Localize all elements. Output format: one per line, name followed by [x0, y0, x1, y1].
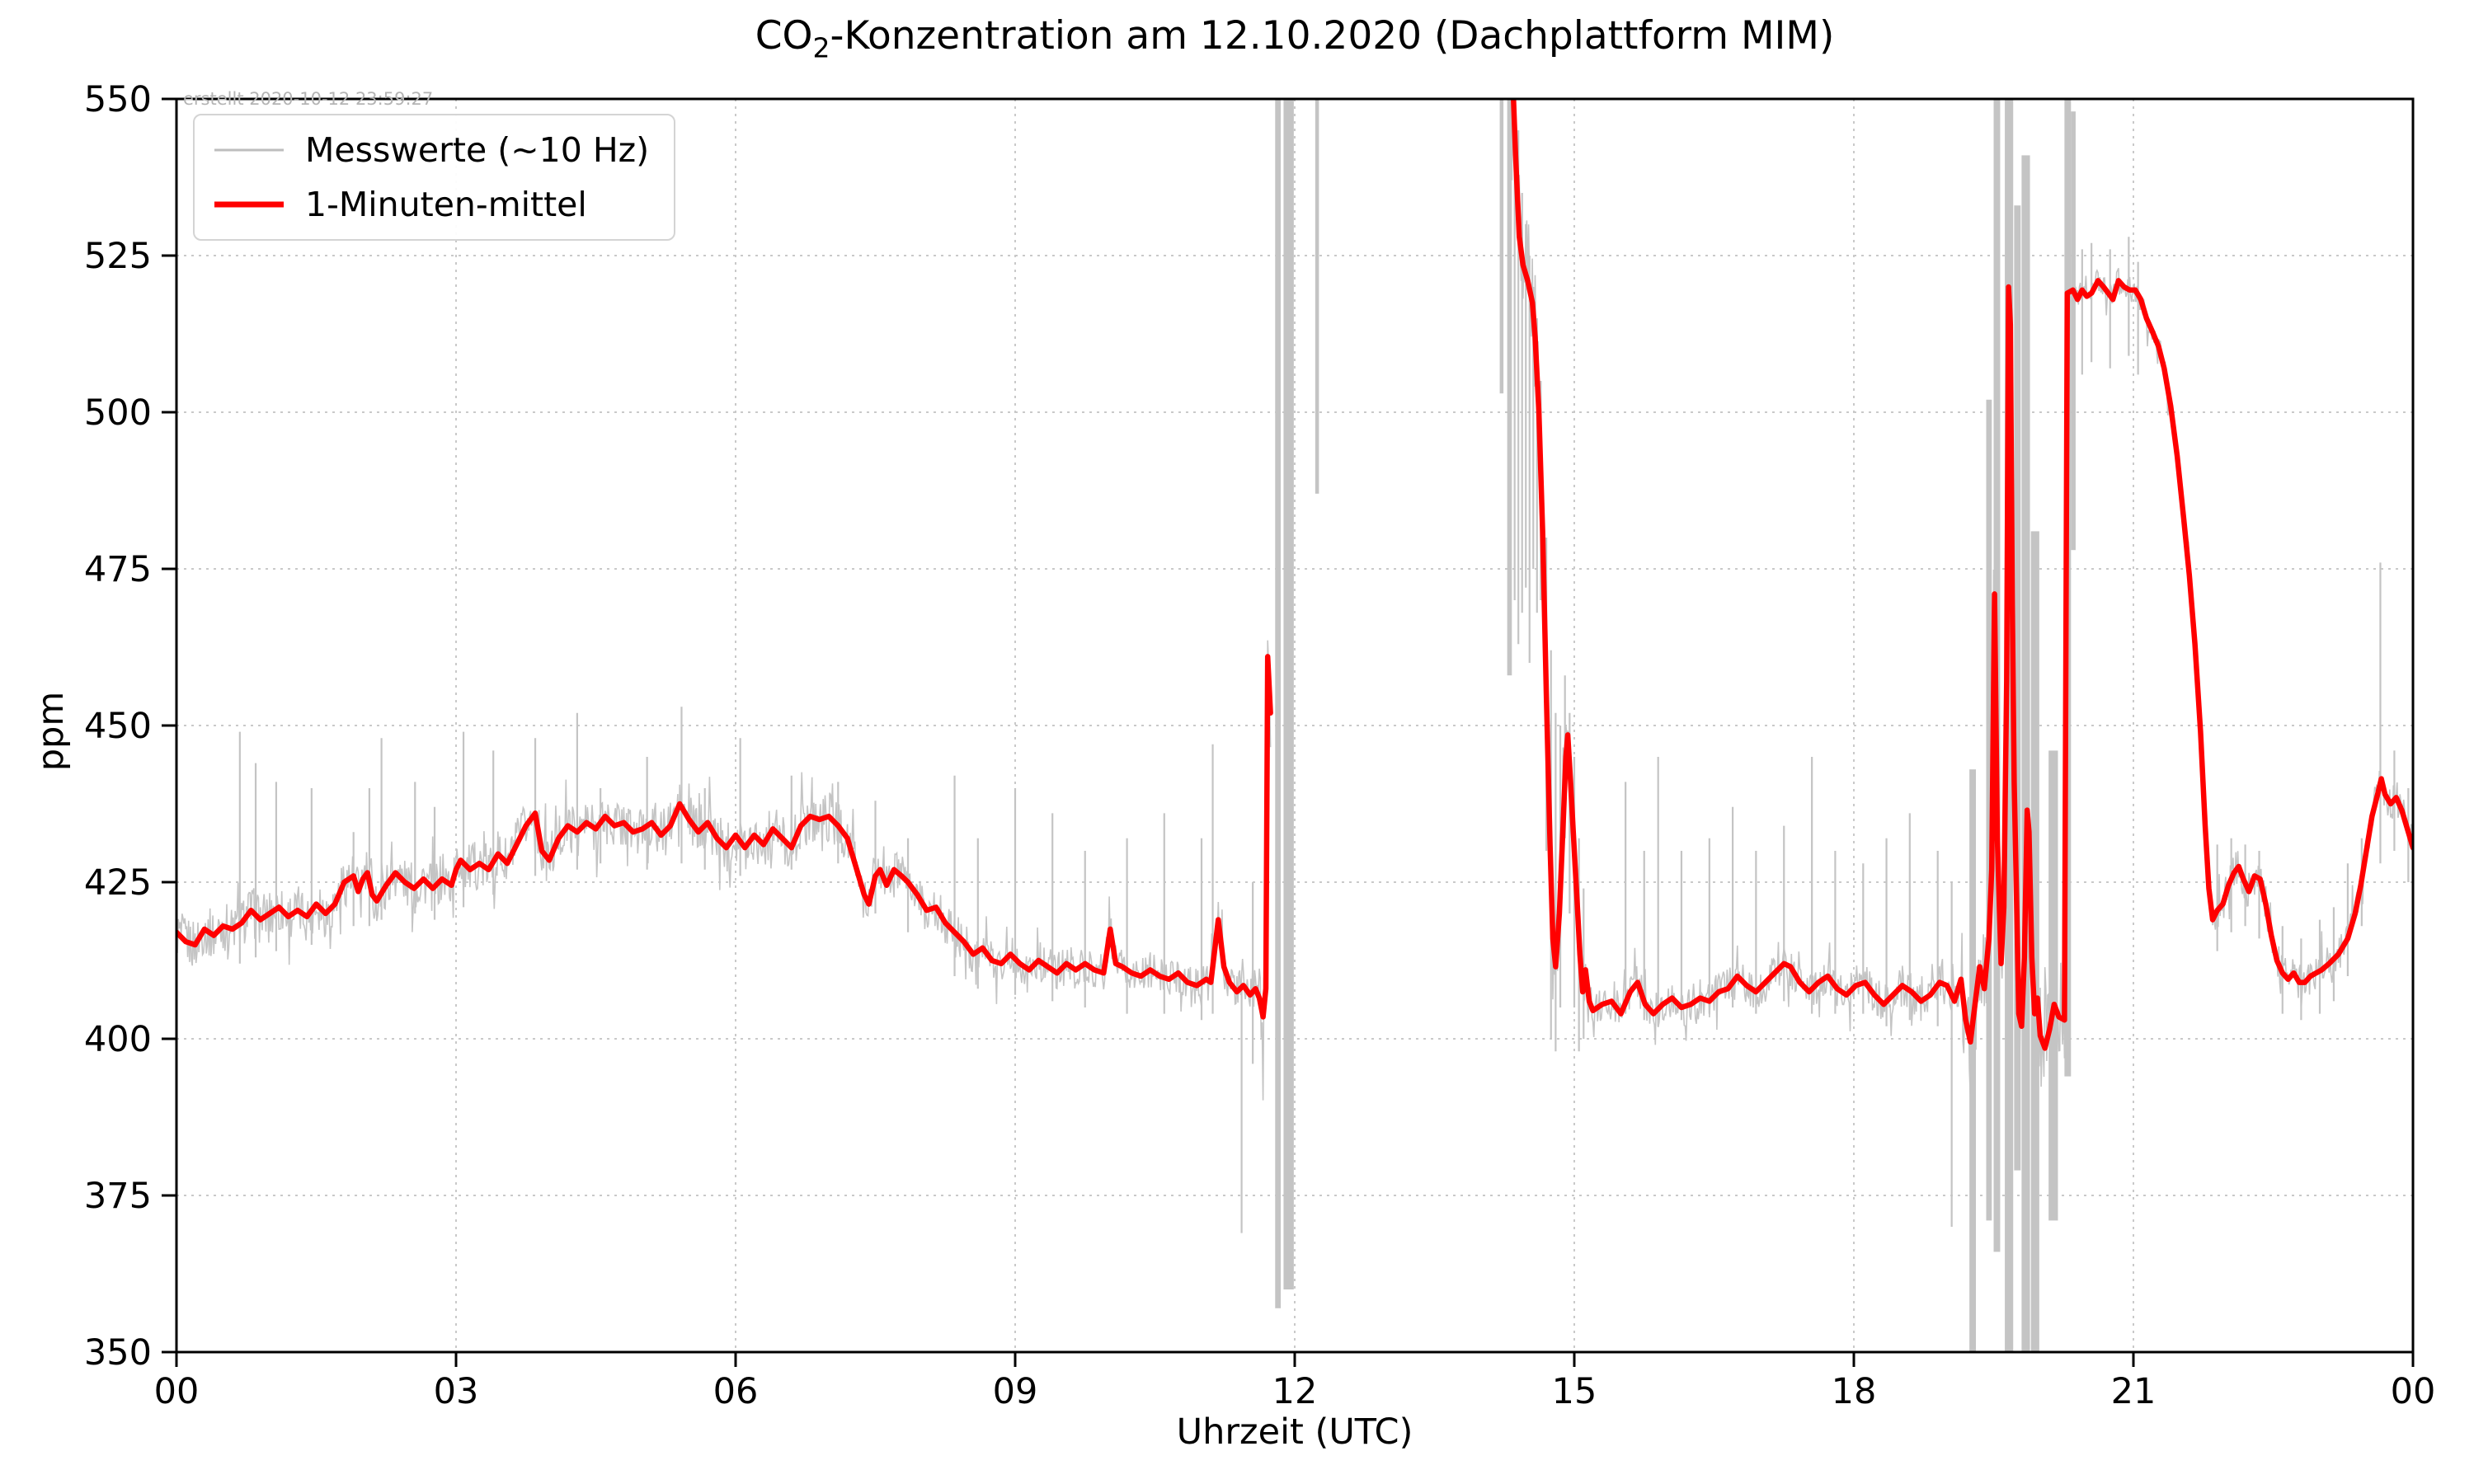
y-axis-label: ppm — [31, 691, 72, 772]
messwerte-column-5 — [1969, 769, 1977, 1352]
xtick-label-1: 03 — [434, 1371, 479, 1412]
ytick-label-425: 425 — [84, 862, 152, 904]
legend: Messwerte (~10 Hz) 1-Minuten-mittel — [193, 114, 676, 241]
legend-row-minuten-mittel: 1-Minuten-mittel — [214, 185, 649, 224]
ytick-label-400: 400 — [84, 1019, 152, 1060]
messwerte-column-8 — [2005, 99, 2014, 1352]
legend-label-minuten-mittel: 1-Minuten-mittel — [305, 185, 587, 224]
messwerte-column-14 — [2071, 111, 2076, 551]
minuten-mittel-line-seg0 — [176, 654, 1273, 1020]
xtick-label-5: 15 — [1552, 1371, 1597, 1412]
ytick-label-500: 500 — [84, 392, 152, 434]
minuten-mittel-line-seg1 — [1511, 99, 2413, 1051]
x-axis-label: Uhrzeit (UTC) — [1176, 1411, 1413, 1453]
xtick-label-4: 12 — [1272, 1371, 1318, 1412]
messwerte-column-12 — [2048, 750, 2058, 1221]
chart-title-suffix: -Konzentration am 12.10.2020 (Dachplattf… — [830, 13, 1835, 59]
messwerte-column-4 — [1507, 99, 1512, 676]
chart-title: CO2-Konzentration am 12.10.2020 (Dachpla… — [176, 13, 2413, 63]
ytick-label-525: 525 — [84, 236, 152, 277]
xtick-label-3: 09 — [993, 1371, 1038, 1412]
ytick-label-475: 475 — [84, 549, 152, 590]
messwerte-column-6 — [1986, 399, 1992, 1221]
messwerte-column-10 — [2021, 155, 2030, 1352]
ytick-label-550: 550 — [84, 79, 152, 120]
xtick-label-8: 00 — [2391, 1371, 2436, 1412]
ytick-label-350: 350 — [84, 1332, 152, 1374]
chart-title-prefix: CO — [755, 13, 813, 59]
messwerte-column-0 — [1275, 99, 1282, 1308]
legend-line-gray — [214, 148, 284, 152]
messwerte-column-1 — [1283, 99, 1294, 1289]
legend-line-red — [214, 201, 284, 208]
legend-label-messwerte: Messwerte (~10 Hz) — [305, 130, 650, 170]
ytick-label-450: 450 — [84, 706, 152, 747]
xtick-label-2: 06 — [713, 1371, 759, 1412]
messwerte-trace-seg0 — [176, 640, 1272, 1101]
xtick-label-0: 00 — [154, 1371, 200, 1412]
messwerte-column-2 — [1315, 99, 1319, 494]
messwerte-trace-seg1 — [1511, 99, 2413, 1106]
legend-row-messwerte: Messwerte (~10 Hz) — [214, 130, 649, 170]
xtick-label-6: 18 — [1832, 1371, 1877, 1412]
messwerte-column-3 — [1499, 99, 1504, 394]
xtick-label-7: 21 — [2111, 1371, 2157, 1412]
created-timestamp-note: erstellt 2020-10-12 23:59:27 — [183, 89, 434, 109]
plot-data-group — [176, 99, 2413, 1352]
messwerte-column-11 — [2030, 531, 2039, 1352]
messwerte-column-9 — [2014, 205, 2021, 1171]
chart-title-subscript: 2 — [812, 31, 830, 64]
ytick-label-375: 375 — [84, 1176, 152, 1217]
